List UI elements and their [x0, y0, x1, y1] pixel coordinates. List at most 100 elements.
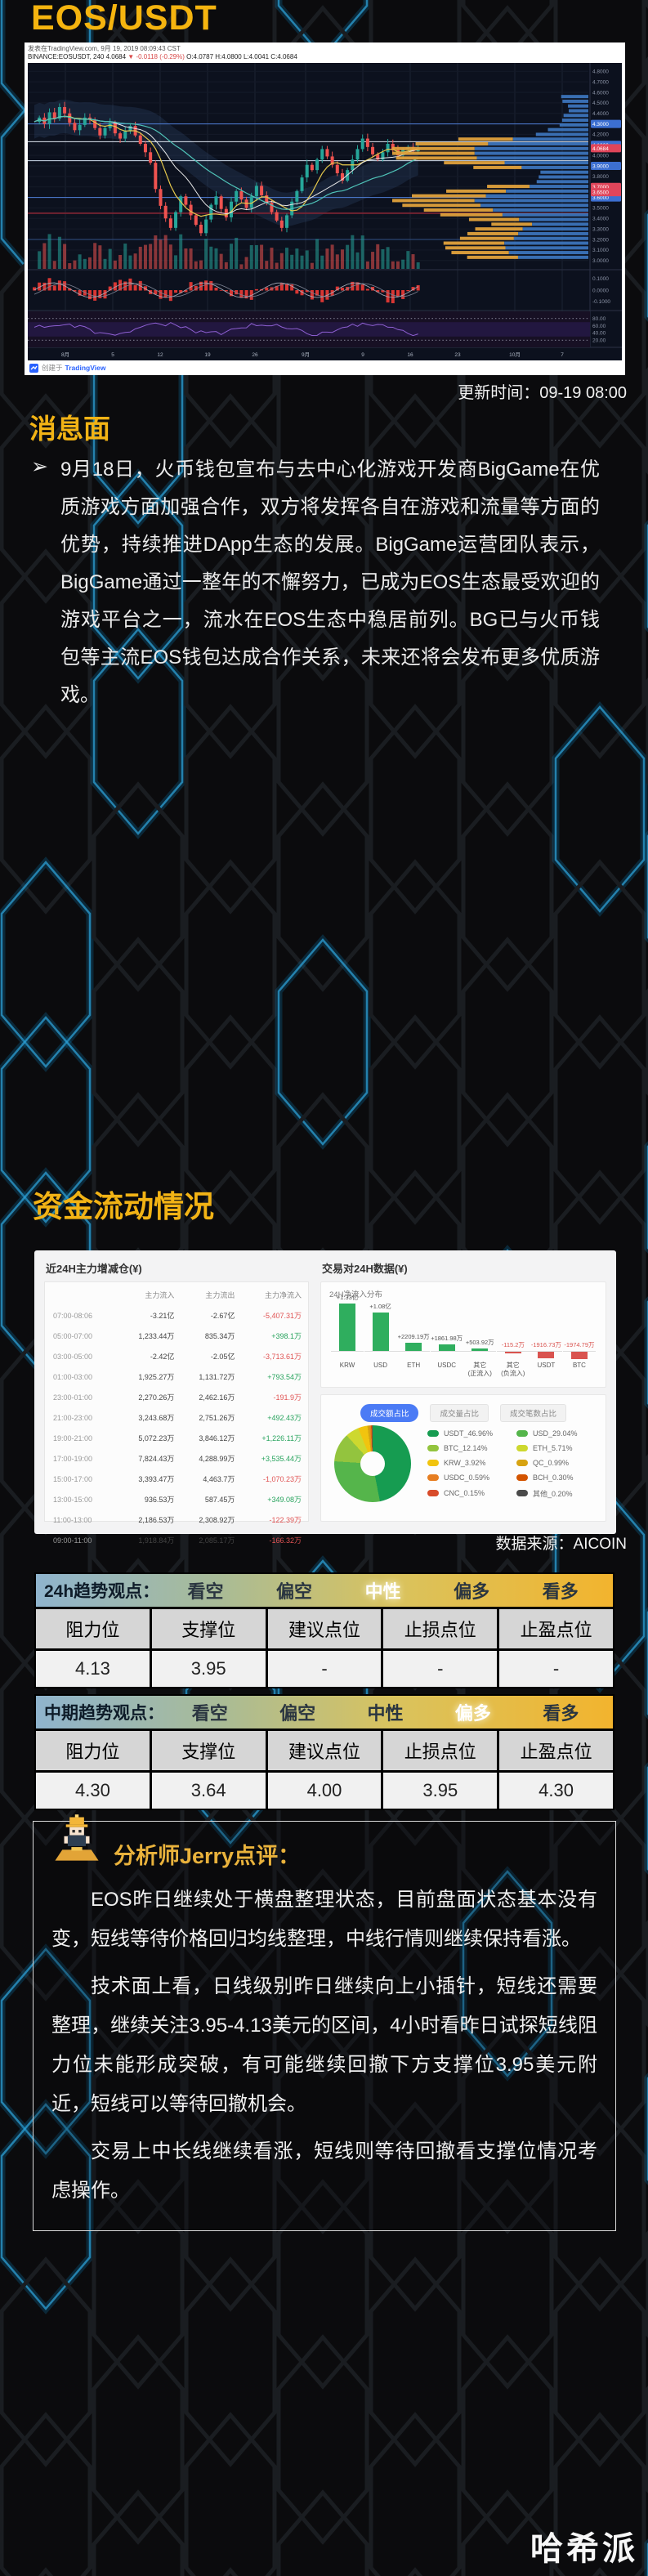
flow-column-header: 主力流出: [205, 1291, 235, 1299]
analyst-heading: 分析师Jerry点评：: [114, 1844, 301, 1868]
trend-column-header: 阻力位: [36, 1609, 150, 1648]
svg-text:3.6000: 3.6000: [592, 195, 609, 201]
netflow-bar: +1.08亿 USD: [364, 1303, 397, 1379]
trend-value-cell: 3.95: [383, 1773, 498, 1809]
analyst-header: 分析师Jerry点评：: [51, 1814, 597, 1872]
trend-value-cell: 4.00: [267, 1773, 382, 1809]
trend-column-header: 支撑位: [151, 1731, 266, 1770]
analyst-paragraph: 交易上中长线继续看涨，短线则等待回撤看支撑位情况考虑操作。: [51, 2140, 597, 2202]
flow-column-header: 主力净流入: [264, 1291, 302, 1299]
svg-text:3.9000: 3.9000: [592, 163, 609, 169]
trend-view-tables: 24h趋势观点： 看空 偏空 中性 偏多 看多 阻力位 支撑位 建议点位 止损点位 止盈点位 4.13…: [34, 1572, 614, 1816]
flow-table-row: 15:00-17:00 3,393.47万 4,463.7万 -1,070.23万: [53, 1474, 302, 1484]
trend-table-mid: 中期趋势观点： 看空 偏空 中性 偏多 看多 阻力位 支撑位 建议点位 止损点位 止盈点位 4.30 3…: [34, 1694, 614, 1810]
tradingview-logo-icon: [29, 363, 38, 373]
stance-label: 偏空: [276, 1581, 313, 1602]
legend-item: QC_0.99%: [516, 1459, 599, 1467]
svg-text:9月: 9月: [302, 351, 310, 358]
trend-value-cell: -: [267, 1651, 382, 1687]
flow-table-row: 13:00-15:00 936.53万 587.45万 +349.08万: [53, 1495, 302, 1505]
svg-text:20.00: 20.00: [592, 338, 606, 344]
netflow-bar: -1974.79万 BTC: [562, 1304, 596, 1379]
trend-value-cell: 4.13: [36, 1651, 150, 1687]
svg-text:4.5000: 4.5000: [592, 101, 609, 106]
svg-text:3.5000: 3.5000: [592, 206, 609, 212]
trend-table-title: 中期趋势观点：: [44, 1704, 164, 1723]
trend-column-header: 建议点位: [267, 1731, 382, 1770]
legend-item: BTC_12.14%: [427, 1444, 510, 1452]
brand-logo: 哈希派 HASHPIE: [490, 2522, 638, 2576]
netflow-bar: +2209.19万 ETH: [397, 1304, 431, 1379]
news-heading: 消息面: [29, 414, 110, 444]
svg-text:4.0684: 4.0684: [592, 146, 609, 152]
svg-text:3.0000: 3.0000: [592, 258, 609, 264]
netflow-subtitle: 24H净流入分布: [329, 1290, 382, 1299]
stance-label: 中性: [367, 1703, 404, 1724]
page-title: EOS/USDT: [31, 0, 217, 38]
price-change-label: ▼ -0.0118 (-0.29%): [127, 53, 185, 60]
donut-chart: [334, 1425, 411, 1502]
svg-text:12: 12: [157, 352, 163, 358]
svg-text:23: 23: [454, 352, 461, 358]
svg-text:40.00: 40.00: [592, 331, 606, 337]
svg-text:7: 7: [561, 352, 564, 358]
svg-text:0.1000: 0.1000: [592, 276, 609, 282]
netflow-bar: -1916.73万 USDT: [530, 1304, 563, 1379]
svg-text:3.3000: 3.3000: [592, 226, 609, 232]
tradingview-chart-frame: 发表在TradingView.com, 9月 19, 2019 08:09:43…: [25, 42, 625, 375]
bullet-arrow-icon: ➢: [31, 455, 48, 478]
share-chart-box: 成交额占比 成交量占比 成交笔数占比 USDT_46.96% USD_29.04% BT…: [320, 1394, 606, 1522]
news-section: ➢ 9月18日，火币钱包宣布与去中心化游戏开发商BigGame在优质游戏方面加强…: [31, 451, 616, 714]
svg-text:4.7000: 4.7000: [592, 79, 609, 85]
trend-table-title: 24h趋势观点：: [44, 1582, 160, 1601]
flow-table-row: 21:00-23:00 3,243.68万 2,751.26万 +492.43万: [53, 1413, 302, 1423]
svg-text:80.00: 80.00: [592, 316, 606, 322]
svg-text:8月: 8月: [61, 351, 69, 358]
svg-text:3.1000: 3.1000: [592, 248, 609, 253]
stance-label-active: 偏多: [454, 1703, 491, 1724]
netflow-bar: -115.2万 其它 (负流入): [496, 1304, 530, 1379]
tab-volume-share[interactable]: 成交量占比: [430, 1404, 489, 1422]
flow-table-row: 23:00-01:00 2,270.26万 2,462.16万 -191.9万: [53, 1393, 302, 1402]
stance-label: 看空: [187, 1581, 224, 1602]
fundflow-table-column: 近24H主力增减仓(¥) 主力流入 主力流出 主力净流入 07:00-08:06 -3.…: [44, 1259, 309, 1545]
share-tab-bar: 成交额占比 成交量占比 成交笔数占比: [328, 1404, 599, 1422]
tv-symbol-line: BINANCE:EOSUSDT, 240 4.0684 ▼ -0.0118 (-…: [28, 53, 297, 60]
trend-value-cell: -: [499, 1651, 613, 1687]
flow-table-row: 05:00-07:00 1,233.44万 835.34万 +398.1万: [53, 1331, 302, 1341]
trend-column-header: 止损点位: [383, 1609, 498, 1648]
trend-table-24h: 24h趋势观点： 看空 偏空 中性 偏多 看多 阻力位 支撑位 建议点位 止损点位 止盈点位 4.13…: [34, 1572, 614, 1688]
trend-value-cell: 3.64: [151, 1773, 266, 1809]
netflow-bar: +1.33亿 KRW: [331, 1294, 364, 1379]
svg-text:5: 5: [111, 352, 114, 358]
stance-label: 看空: [191, 1703, 228, 1724]
legend-item: 其他_0.20%: [516, 1488, 599, 1499]
donut-legend: USDT_46.96% USD_29.04% BTC_12.14% ETH_5.71%…: [427, 1429, 599, 1499]
fundflow-heading: 资金流动情况: [33, 1190, 214, 1223]
svg-text:19: 19: [204, 352, 211, 358]
stance-label-active: 中性: [364, 1581, 401, 1602]
stance-label: 看多: [543, 1703, 579, 1724]
tab-amount-share[interactable]: 成交额占比: [360, 1404, 419, 1422]
svg-text:3.4000: 3.4000: [592, 217, 609, 222]
trend-value-cell: 4.30: [36, 1773, 150, 1809]
fundflow-table: 主力流入 主力流出 主力净流入 07:00-08:06 -3.21亿 -2.67亿 -5,4…: [47, 1285, 306, 1550]
flow-table-row: 07:00-08:06 -3.21亿 -2.67亿 -5,407.31万: [53, 1311, 302, 1321]
brand-cn-label: 哈希派: [530, 2531, 638, 2567]
analyst-box: 分析师Jerry点评： EOS昨日继续处于横盘整理状态，目前盘面状态基本没有变，…: [33, 1814, 616, 2231]
flow-table-row: 17:00-19:00 7,824.43万 4,288.99万 +3,535.44万: [53, 1454, 302, 1464]
netflow-bar: +503.92万 其它 (正流入): [463, 1304, 497, 1379]
tab-count-share[interactable]: 成交笔数占比: [500, 1404, 567, 1422]
trend-value-cell: 4.30: [499, 1773, 613, 1809]
trend-column-header: 止盈点位: [499, 1731, 613, 1770]
svg-text:60.00: 60.00: [592, 324, 606, 329]
svg-text:-0.1000: -0.1000: [592, 299, 610, 305]
svg-text:4.4000: 4.4000: [592, 111, 609, 117]
svg-text:4.2000: 4.2000: [592, 132, 609, 138]
legend-item: KRW_3.92%: [427, 1459, 510, 1467]
svg-text:4.0000: 4.0000: [592, 153, 609, 159]
flow-column-header: 主力流入: [145, 1291, 175, 1299]
flow-table-row: 03:00-05:00 -2.42亿 -2.05亿 -3,713.61万: [53, 1352, 302, 1362]
pair-data-column: 交易对24H数据(¥) 24H净流入分布 +1.33亿 KRW +1.08亿 USD +…: [320, 1259, 606, 1526]
